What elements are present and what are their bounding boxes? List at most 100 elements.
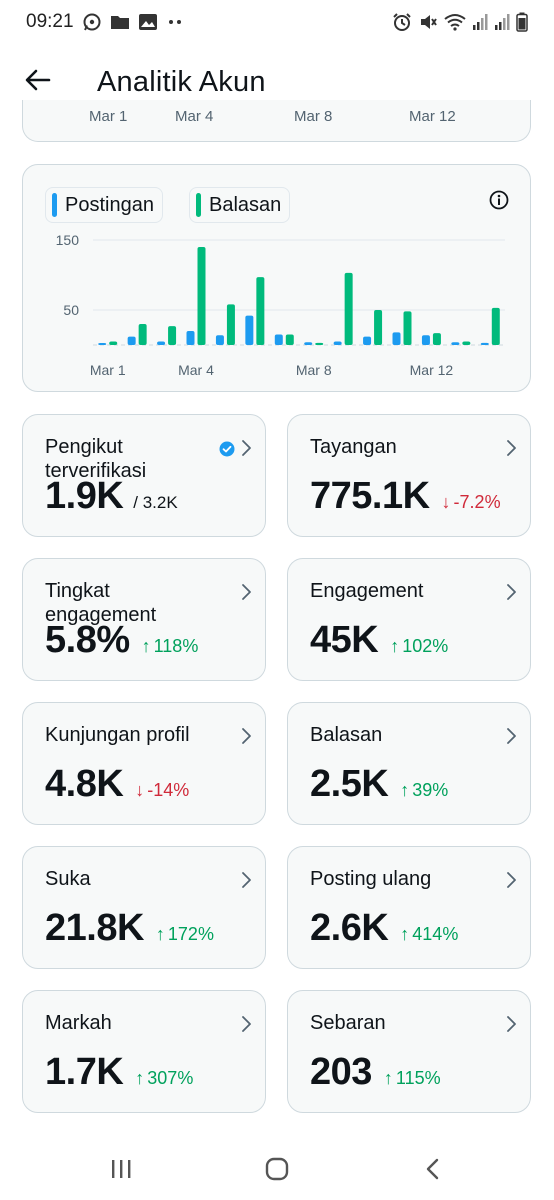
signal-icon [472,13,488,31]
arrow-up-icon: ↑ [135,1068,145,1088]
stat-label: Markah [45,1012,112,1034]
bar-balasan[interactable] [226,304,235,345]
stat-change: ↑ 115% [384,1068,441,1089]
legend-label-balasan: Balasan [209,193,282,216]
bar-postingan[interactable] [392,332,401,345]
legend-postingan[interactable]: Postingan [45,187,163,223]
stat-change-value: 39% [412,780,449,800]
home-button[interactable] [262,1154,292,1184]
stat-change-value: 115% [395,1068,441,1088]
bar-postingan[interactable] [215,335,224,345]
stat-change-value: -14% [147,780,190,800]
stat-value-row: 21.8K ↑ 172% [45,907,214,950]
stat-value-row: 4.8K ↓ -14% [45,763,189,806]
stat-card[interactable]: Sebaran 203 ↑ 115% [287,990,531,1113]
bar-balasan[interactable] [285,334,294,346]
bar-postingan[interactable] [333,341,342,346]
stat-card[interactable]: Kunjungan profil 4.8K ↓ -14% [22,702,266,825]
bar-postingan[interactable] [245,315,254,345]
stat-value-row: 203 ↑ 115% [310,1051,441,1094]
stat-total: / 3.2K [133,493,178,512]
arrow-up-icon: ↑ [155,924,165,944]
stat-change: ↑ 307% [135,1068,193,1089]
stat-change: ↓ -14% [135,780,189,801]
legend-balasan[interactable]: Balasan [189,187,291,223]
arrow-up-icon: ↑ [141,636,151,656]
bar-postingan[interactable] [98,343,107,345]
x-tick-label: Mar 4 [178,362,214,378]
stat-card[interactable]: Tingkat engagement 5.8% ↑ 118% [22,558,266,681]
stat-change: ↑ 414% [400,924,458,945]
stat-value: 2.5K [310,763,389,805]
stat-change-value: 307% [147,1068,194,1088]
bar-balasan[interactable] [374,310,383,345]
bar-postingan[interactable] [421,335,430,345]
bar-balasan[interactable] [109,341,118,346]
chevron-right-icon [242,728,251,744]
bar-postingan[interactable] [480,342,489,345]
bar-balasan[interactable] [256,277,265,345]
stat-label: Balasan [310,724,383,746]
stat-card[interactable]: Posting ulang 2.6K ↑ 414% [287,846,531,969]
recent-apps-icon [112,1160,131,1178]
stat-value-row: 2.5K ↑ 39% [310,763,448,806]
bar-postingan[interactable] [157,341,166,346]
bar-balasan[interactable] [168,326,177,345]
stat-card[interactable]: Markah 1.7K ↑ 307% [22,990,266,1113]
legend-swatch-postingan [52,193,57,217]
bar-postingan[interactable] [274,334,283,346]
previous-chart-x-label: Mar 8 [294,108,333,125]
recent-apps-button[interactable] [106,1154,136,1184]
stat-label: Kunjungan profil [45,724,190,746]
arrow-down-icon: ↓ [441,492,451,512]
verified-badge-icon [219,441,235,457]
info-icon[interactable] [488,189,510,211]
bar-postingan[interactable] [186,331,195,345]
bar-postingan[interactable] [304,342,313,345]
bar-postingan[interactable] [127,336,136,345]
stat-card[interactable]: Tayangan 775.1K ↓ -7.2% [287,414,531,537]
alarm-icon [392,12,412,32]
stat-change-value: 102% [402,636,449,656]
status-right [392,12,528,32]
bar-postingan[interactable] [451,342,460,345]
stat-value-row: 45K ↑ 102% [310,619,448,662]
stat-value: 775.1K [310,475,430,517]
stat-card[interactable]: Pengikut terverifikasi 1.9K / 3.2K [22,414,266,537]
back-button[interactable] [22,64,54,96]
bar-balasan[interactable] [197,247,206,345]
stat-value: 45K [310,619,379,661]
bar-balasan[interactable] [462,341,471,346]
previous-chart-x-labels: Mar 1 Mar 4 Mar 8 Mar 12 [23,100,530,130]
status-time: 09:21 [26,11,74,32]
stat-change: ↑ 39% [400,780,448,801]
stat-change: ↑ 118% [142,636,199,657]
chevron-right-icon [507,872,516,888]
folder-icon [110,13,130,31]
stat-value-row: 775.1K ↓ -7.2% [310,475,501,518]
bar-balasan[interactable] [138,324,147,345]
stat-change: ↑ 102% [390,636,448,657]
bar-balasan[interactable] [403,311,412,345]
bar-balasan[interactable] [432,333,441,345]
stat-card[interactable]: Balasan 2.5K ↑ 39% [287,702,531,825]
stat-value-row: 2.6K ↑ 414% [310,907,458,950]
y-tick-label: 50 [63,302,79,318]
arrow-up-icon: ↑ [400,780,410,800]
stat-value: 5.8% [45,619,130,661]
bar-balasan[interactable] [491,307,500,345]
whatsapp-icon [82,12,102,32]
chevron-right-icon [507,1016,516,1032]
system-back-button[interactable] [418,1154,448,1184]
chevron-right-icon [242,1016,251,1032]
previous-chart-card: Mar 1 Mar 4 Mar 8 Mar 12 [22,100,531,142]
stat-card[interactable]: Suka 21.8K ↑ 172% [22,846,266,969]
signal-icon [494,13,510,31]
bar-balasan[interactable] [344,272,353,345]
stat-value-row: 5.8% ↑ 118% [45,619,198,662]
stat-label: Suka [45,868,91,890]
stat-card[interactable]: Engagement 45K ↑ 102% [287,558,531,681]
bar-postingan[interactable] [363,336,372,345]
stat-change-value: 118% [153,636,199,656]
bar-balasan[interactable] [315,342,324,345]
